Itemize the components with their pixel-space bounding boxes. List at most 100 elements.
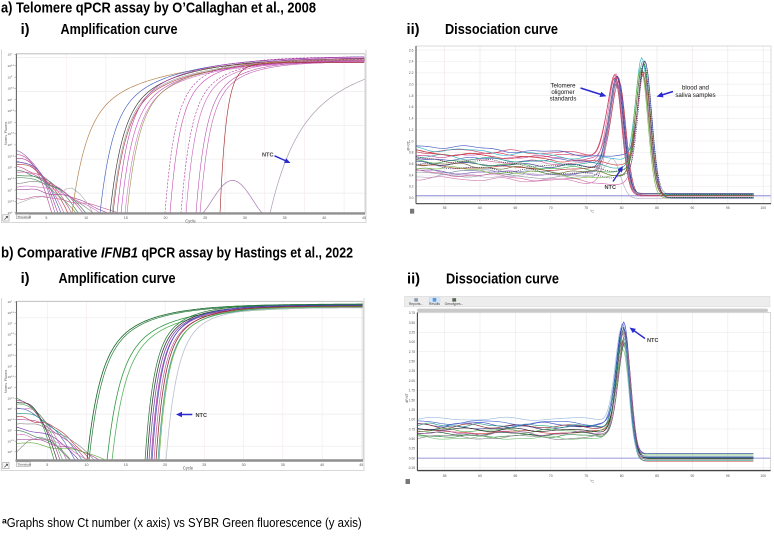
- svg-text:60: 60: [478, 206, 482, 210]
- svg-text:1.6: 1.6: [409, 105, 414, 109]
- svg-text:2.75: 2.75: [409, 350, 415, 354]
- svg-text:106.5: 106.5: [8, 311, 15, 315]
- svg-text:Dissociation curve: Dissociation curve: [446, 272, 559, 288]
- svg-text:3.75: 3.75: [409, 311, 415, 315]
- svg-text:2.0: 2.0: [409, 82, 414, 86]
- svg-text:1.25: 1.25: [409, 408, 415, 412]
- svg-text:Amplification curve: Amplification curve: [61, 22, 178, 38]
- svg-text:30: 30: [242, 463, 246, 467]
- svg-text:65: 65: [514, 206, 518, 210]
- svg-text:1.2: 1.2: [409, 128, 414, 132]
- svg-text:0.8: 0.8: [409, 151, 414, 155]
- svg-text:85: 85: [655, 474, 659, 478]
- svg-text:45: 45: [359, 463, 363, 467]
- svg-text:standards: standards: [550, 95, 577, 102]
- svg-text:0.25: 0.25: [409, 447, 415, 451]
- svg-text:100.5: 100.5: [8, 439, 15, 443]
- svg-text:0.00: 0.00: [409, 456, 415, 460]
- svg-text:55: 55: [443, 206, 447, 210]
- svg-text:101.5: 101.5: [8, 418, 15, 422]
- svg-text:0.6: 0.6: [409, 162, 414, 166]
- svg-text:40: 40: [320, 463, 324, 467]
- svg-text:60: 60: [478, 474, 482, 478]
- svg-text:NTC: NTC: [605, 185, 617, 191]
- svg-text:80: 80: [620, 474, 624, 478]
- svg-text:Threshold: Threshold: [17, 215, 31, 219]
- svg-text:15: 15: [124, 463, 128, 467]
- svg-text:1.8: 1.8: [409, 94, 414, 98]
- svg-text:1.00: 1.00: [409, 418, 415, 422]
- svg-text:2.25: 2.25: [409, 369, 415, 373]
- svg-text:Amplification curve: Amplification curve: [59, 271, 176, 287]
- svg-text:NTC: NTC: [196, 413, 208, 419]
- svg-text:104: 104: [8, 364, 13, 368]
- svg-text:0.2: 0.2: [409, 185, 414, 189]
- svg-text:Genotypes...: Genotypes...: [445, 302, 464, 306]
- svg-text:105: 105: [8, 98, 13, 102]
- svg-text:105.5: 105.5: [8, 87, 15, 91]
- svg-text:105.5: 105.5: [8, 332, 15, 336]
- svg-text:Dissociation curve: Dissociation curve: [445, 22, 558, 38]
- svg-text:101: 101: [8, 188, 13, 192]
- svg-text:°C: °C: [590, 210, 594, 214]
- svg-text:Threshold: Threshold: [18, 463, 32, 467]
- svg-text:oligomer: oligomer: [551, 89, 574, 96]
- svg-text:25: 25: [203, 216, 207, 220]
- svg-text:101.5: 101.5: [8, 177, 15, 181]
- svg-text:106: 106: [8, 322, 13, 326]
- svg-text:saliva samples: saliva samples: [675, 92, 715, 99]
- svg-text:10: 10: [85, 463, 89, 467]
- svg-text:1.75: 1.75: [409, 389, 415, 393]
- svg-text:b) Comparative IFNB1 qPCR assa: b) Comparative IFNB1 qPCR assay by Hasti…: [1, 245, 353, 261]
- svg-text:102: 102: [8, 166, 13, 170]
- svg-text:2.50: 2.50: [409, 360, 415, 364]
- svg-text:Cycle: Cycle: [185, 218, 196, 223]
- svg-text:NTC: NTC: [262, 152, 274, 158]
- svg-text:90: 90: [691, 474, 695, 478]
- svg-text:Norm. Fluoro.: Norm. Fluoro.: [3, 369, 8, 393]
- svg-text:85: 85: [655, 206, 659, 210]
- svg-text:3.50: 3.50: [409, 321, 415, 325]
- svg-text:101: 101: [8, 429, 13, 433]
- svg-text:70: 70: [549, 474, 553, 478]
- svg-text:i): i): [21, 271, 30, 287]
- svg-text:75: 75: [584, 206, 588, 210]
- svg-text:NTC: NTC: [647, 338, 659, 344]
- svg-text:55: 55: [443, 474, 447, 478]
- svg-text:65: 65: [514, 474, 518, 478]
- svg-text:105: 105: [8, 343, 13, 347]
- svg-text:5: 5: [45, 216, 47, 220]
- svg-text:70: 70: [549, 206, 553, 210]
- svg-text:10: 10: [84, 216, 88, 220]
- svg-text:dF/dT: dF/dT: [405, 393, 409, 403]
- svg-text:30: 30: [243, 216, 247, 220]
- svg-text:35: 35: [283, 216, 287, 220]
- svg-text:2.00: 2.00: [409, 379, 415, 383]
- svg-text:0.75: 0.75: [409, 427, 415, 431]
- svg-text:107: 107: [8, 300, 13, 304]
- svg-text:blood and: blood and: [682, 85, 710, 92]
- svg-text:100.5: 100.5: [8, 200, 15, 204]
- svg-text:0.0: 0.0: [409, 196, 414, 200]
- svg-text:25: 25: [202, 463, 206, 467]
- svg-text:95: 95: [726, 206, 730, 210]
- svg-text:Results: Results: [429, 302, 440, 306]
- svg-text:15: 15: [124, 216, 128, 220]
- svg-text:i): i): [21, 22, 30, 38]
- svg-text:Reports...: Reports...: [409, 302, 423, 306]
- svg-text:dF/dT: dF/dT: [407, 141, 411, 151]
- svg-text:100: 100: [8, 211, 13, 215]
- svg-text:102.5: 102.5: [8, 154, 15, 158]
- svg-text:20: 20: [163, 463, 167, 467]
- svg-text:104.5: 104.5: [8, 109, 15, 113]
- svg-text:103.5: 103.5: [8, 375, 15, 379]
- svg-text:100: 100: [8, 450, 13, 454]
- svg-text:104.5: 104.5: [8, 354, 15, 358]
- svg-text:5: 5: [46, 463, 48, 467]
- svg-text:35: 35: [281, 463, 285, 467]
- svg-text:-0.25: -0.25: [408, 466, 415, 470]
- svg-text:a) Telomere qPCR assay by O’Ca: a) Telomere qPCR assay by O’Callaghan et…: [1, 0, 316, 16]
- svg-text:1.0: 1.0: [409, 139, 414, 143]
- svg-text:45: 45: [362, 216, 366, 220]
- svg-text:103.5: 103.5: [8, 132, 15, 136]
